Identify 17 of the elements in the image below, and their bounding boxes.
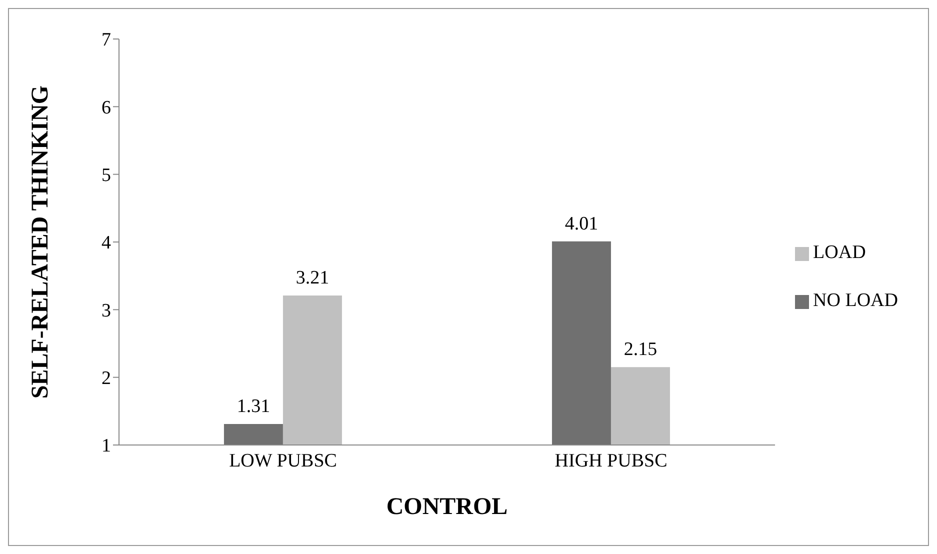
- y-axis-title: SELF-RELATED THINKING: [28, 85, 54, 399]
- x-tick-label: LOW PUBSC: [229, 450, 337, 472]
- y-tick-label: 3: [102, 300, 111, 322]
- x-tick-label: HIGH PUBSC: [554, 450, 668, 472]
- data-label: 2.15: [624, 339, 658, 360]
- data-label: 4.01: [564, 213, 598, 234]
- y-tick-label: 4: [102, 232, 112, 254]
- legend-label: LOAD: [813, 242, 866, 263]
- data-label: 1.31: [236, 396, 270, 418]
- y-tick-label: 7: [102, 30, 111, 51]
- y-tick-label: 2: [102, 368, 111, 390]
- data-label: 3.21: [296, 267, 330, 288]
- x-axis-title: CONTROL: [386, 494, 508, 520]
- y-tick-label: 1: [102, 436, 111, 457]
- y-tick-label: 5: [102, 165, 111, 186]
- y-tick-label: 6: [102, 97, 111, 118]
- legend-label: NO LOAD: [813, 290, 898, 311]
